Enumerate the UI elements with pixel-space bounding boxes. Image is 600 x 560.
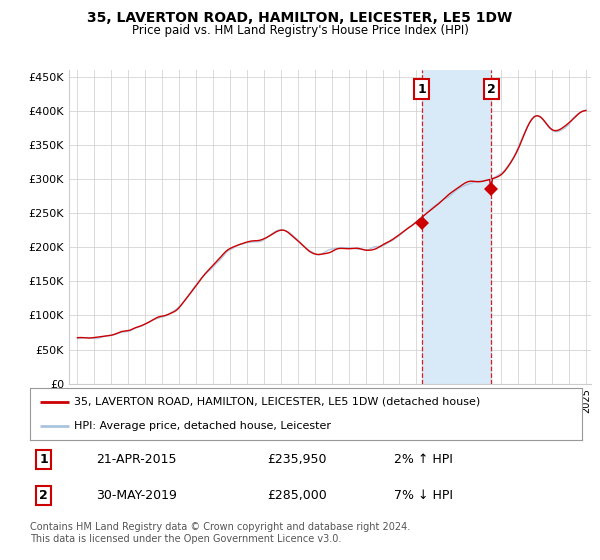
Text: 2% ↑ HPI: 2% ↑ HPI	[394, 453, 453, 466]
Text: £285,000: £285,000	[268, 489, 327, 502]
Text: 35, LAVERTON ROAD, HAMILTON, LEICESTER, LE5 1DW (detached house): 35, LAVERTON ROAD, HAMILTON, LEICESTER, …	[74, 397, 481, 407]
Text: HPI: Average price, detached house, Leicester: HPI: Average price, detached house, Leic…	[74, 421, 331, 431]
Text: £235,950: £235,950	[268, 453, 327, 466]
Text: 21-APR-2015: 21-APR-2015	[96, 453, 177, 466]
Text: 35, LAVERTON ROAD, HAMILTON, LEICESTER, LE5 1DW: 35, LAVERTON ROAD, HAMILTON, LEICESTER, …	[88, 11, 512, 25]
Bar	[422, 70, 491, 384]
Text: Contains HM Land Registry data © Crown copyright and database right 2024.
This d: Contains HM Land Registry data © Crown c…	[30, 522, 410, 544]
Text: 2: 2	[487, 82, 496, 96]
Text: 1: 1	[417, 82, 426, 96]
Text: 1: 1	[40, 453, 48, 466]
Text: 30-MAY-2019: 30-MAY-2019	[96, 489, 177, 502]
Text: 7% ↓ HPI: 7% ↓ HPI	[394, 489, 454, 502]
Text: Price paid vs. HM Land Registry's House Price Index (HPI): Price paid vs. HM Land Registry's House …	[131, 24, 469, 36]
Text: 2: 2	[40, 489, 48, 502]
